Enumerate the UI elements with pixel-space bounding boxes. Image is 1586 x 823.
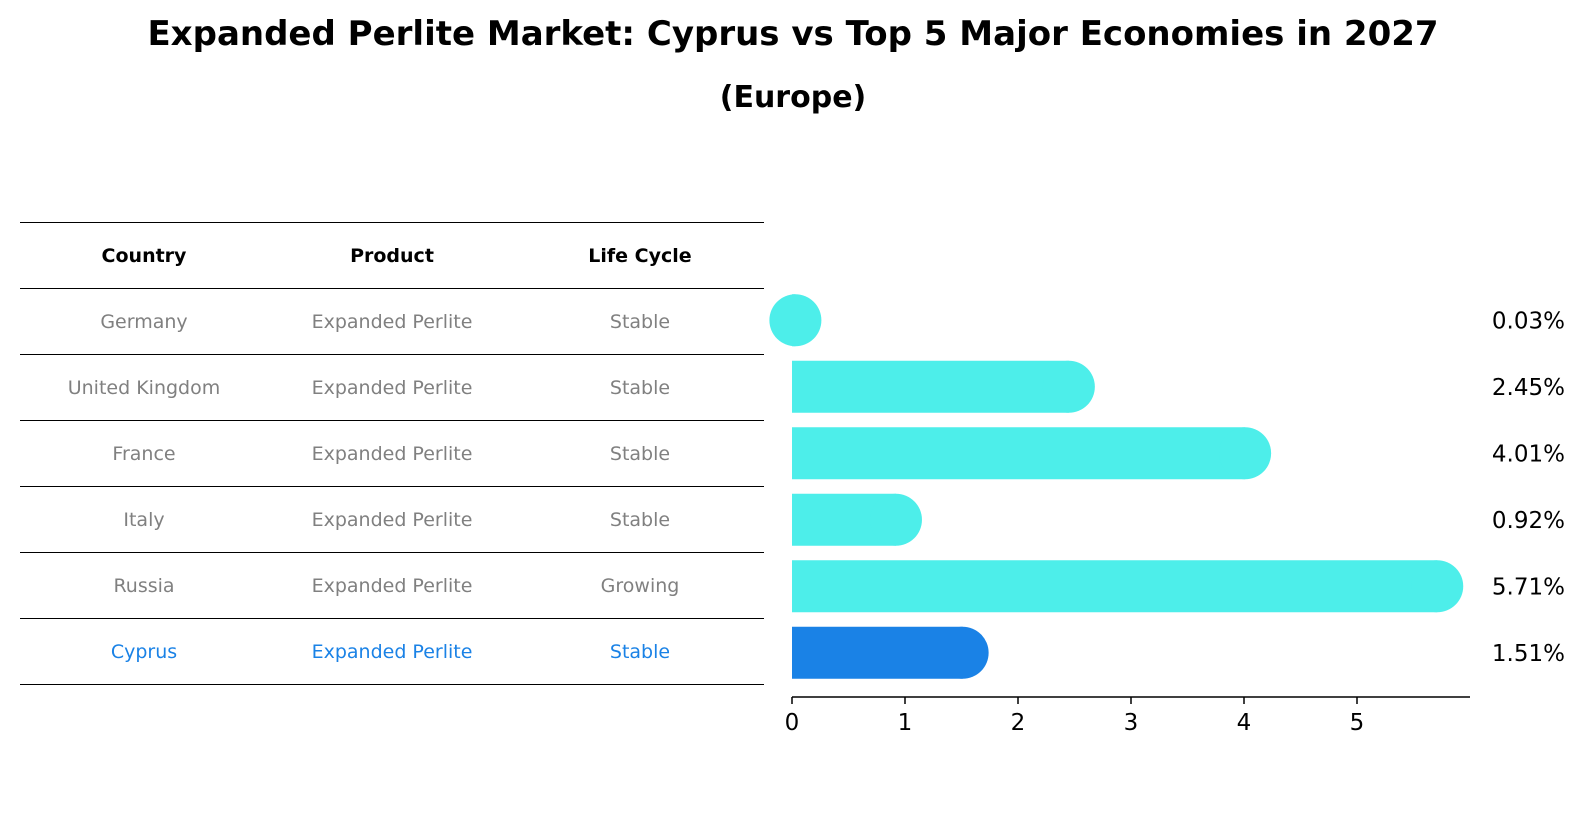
value-label: 1.51%	[1492, 641, 1565, 667]
chart-subtitle: (Europe)	[719, 80, 867, 115]
x-tick-label: 4	[1237, 710, 1252, 736]
cell-life-cycle: Stable	[516, 420, 764, 487]
bar	[792, 427, 1246, 480]
bar	[792, 360, 1069, 413]
cell-product: Expanded Perlite	[268, 288, 516, 355]
x-tick-label: 1	[898, 710, 913, 736]
header-life-cycle: Life Cycle	[516, 222, 764, 289]
value-label: 2.45%	[1492, 375, 1565, 401]
bar-cap	[936, 626, 989, 679]
cell-country: Italy	[20, 486, 268, 553]
data-table: Country Product Life Cycle Germany Expan…	[20, 222, 764, 685]
cell-product: Expanded Perlite	[268, 552, 516, 619]
bar-cap	[1411, 560, 1464, 613]
cell-product: Expanded Perlite	[268, 486, 516, 553]
bar-cap	[769, 294, 822, 347]
table-row: France Expanded Perlite Stable	[20, 420, 764, 487]
cell-country: United Kingdom	[20, 354, 268, 421]
cell-product: Expanded Perlite	[268, 354, 516, 421]
cell-country: France	[20, 420, 268, 487]
x-tick-label: 5	[1350, 710, 1365, 736]
header-country: Country	[20, 222, 268, 289]
cell-country: Germany	[20, 288, 268, 355]
cell-product: Expanded Perlite	[268, 420, 516, 487]
bar-cap	[1042, 360, 1095, 413]
table-row-highlight: Cyprus Expanded Perlite Stable	[20, 618, 764, 685]
header-product: Product	[268, 222, 516, 289]
bar	[792, 560, 1438, 613]
table-row: Germany Expanded Perlite Stable	[20, 288, 764, 355]
cell-life-cycle: Stable	[516, 618, 764, 685]
x-tick-label: 0	[785, 710, 800, 736]
value-label: 0.03%	[1492, 308, 1565, 334]
value-label: 0.92%	[1492, 508, 1565, 534]
value-label: 5.71%	[1492, 574, 1565, 600]
cell-life-cycle: Growing	[516, 552, 764, 619]
bar-cap	[869, 493, 922, 546]
x-tick-label: 2	[1011, 710, 1026, 736]
table-row: Italy Expanded Perlite Stable	[20, 486, 764, 553]
bar-highlight	[792, 626, 963, 679]
table-row: United Kingdom Expanded Perlite Stable	[20, 354, 764, 421]
cell-life-cycle: Stable	[516, 354, 764, 421]
cell-country: Russia	[20, 552, 268, 619]
cell-life-cycle: Stable	[516, 288, 764, 355]
cell-country: Cyprus	[20, 618, 268, 685]
cell-life-cycle: Stable	[516, 486, 764, 553]
value-label: 4.01%	[1492, 441, 1565, 467]
cell-product: Expanded Perlite	[268, 618, 516, 685]
table-row: Russia Expanded Perlite Growing	[20, 552, 764, 619]
bar-cap	[1219, 427, 1272, 480]
table-header-row: Country Product Life Cycle	[20, 222, 764, 289]
chart-title: Expanded Perlite Market: Cyprus vs Top 5…	[147, 14, 1439, 54]
x-tick-label: 3	[1124, 710, 1139, 736]
